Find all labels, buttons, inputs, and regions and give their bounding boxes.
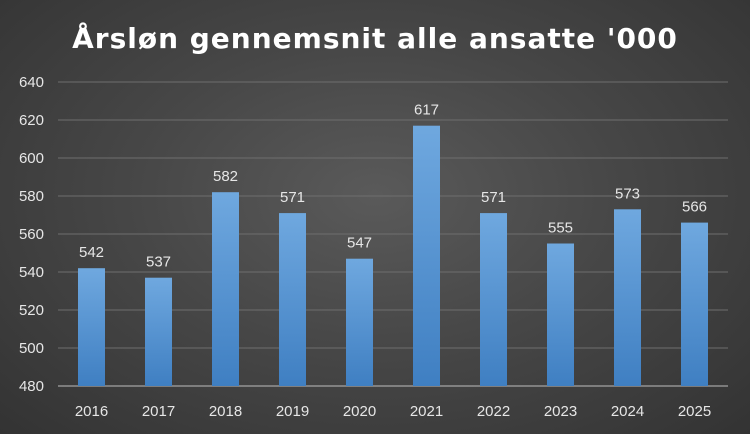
data-label-2022: 571 xyxy=(481,189,506,206)
bar-2024 xyxy=(614,209,641,386)
x-tick-label-2019: 2019 xyxy=(276,403,309,420)
x-tick-label-2018: 2018 xyxy=(209,403,242,420)
x-tick-label-2016: 2016 xyxy=(75,403,108,420)
data-label-2016: 542 xyxy=(79,244,104,261)
y-tick-label: 600 xyxy=(19,150,44,167)
data-label-2020: 547 xyxy=(347,235,372,252)
data-label-2021: 617 xyxy=(414,102,439,119)
bar-2017 xyxy=(145,277,172,386)
bar-2021 xyxy=(413,125,440,386)
data-label-2019: 571 xyxy=(280,189,305,206)
data-label-2018: 582 xyxy=(213,168,238,185)
bar-2016 xyxy=(78,268,105,386)
y-tick-label: 560 xyxy=(19,226,44,243)
bar-2022 xyxy=(480,213,507,386)
x-tick-label-2025: 2025 xyxy=(678,403,711,420)
data-label-2025: 566 xyxy=(682,199,707,216)
x-tick-label-2020: 2020 xyxy=(343,403,376,420)
y-tick-label: 480 xyxy=(19,378,44,395)
y-axis-ticks: 480 500 520 540 560 580 600 620 640 xyxy=(19,74,44,395)
data-label-2017: 537 xyxy=(146,254,171,271)
y-tick-label: 500 xyxy=(19,340,44,357)
y-tick-label: 640 xyxy=(19,74,44,91)
y-tick-label: 520 xyxy=(19,302,44,319)
chart-title: Årsløn gennemsnit alle ansatte '000 xyxy=(72,21,678,55)
x-tick-label-2023: 2023 xyxy=(544,403,577,420)
y-tick-label: 620 xyxy=(19,112,44,129)
data-labels: 542 537 582 571 547 617 571 555 573 566 xyxy=(79,102,707,271)
x-tick-label-2024: 2024 xyxy=(611,403,644,420)
bar-2025 xyxy=(681,222,708,386)
y-tick-label: 580 xyxy=(19,188,44,205)
x-tick-label-2022: 2022 xyxy=(477,403,510,420)
x-axis-ticks: 2016 2017 2018 2019 2020 2021 2022 2023 2024 2025 xyxy=(75,403,711,420)
data-label-2024: 573 xyxy=(615,185,640,202)
bar-2019 xyxy=(279,213,306,386)
y-tick-label: 540 xyxy=(19,264,44,281)
x-tick-label-2021: 2021 xyxy=(410,403,443,420)
data-label-2023: 555 xyxy=(548,220,573,237)
bar-2018 xyxy=(212,192,239,386)
bars xyxy=(78,125,708,386)
x-tick-label-2017: 2017 xyxy=(142,403,175,420)
bar-2023 xyxy=(547,243,574,386)
bar-2020 xyxy=(346,258,373,386)
